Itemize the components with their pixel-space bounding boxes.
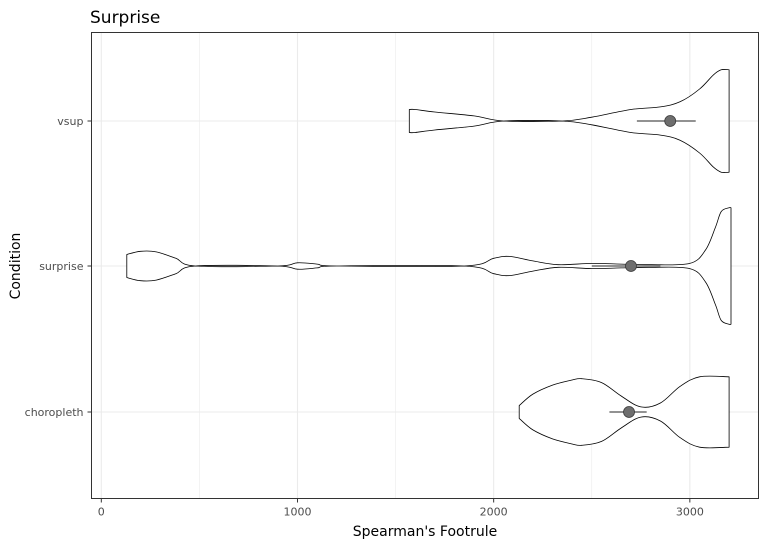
x-tick-label: 2000 bbox=[480, 506, 508, 519]
violins bbox=[126, 69, 732, 449]
y-tick-label: vsup bbox=[57, 115, 83, 128]
violin-vsup bbox=[408, 69, 730, 173]
point-estimate-surprise bbox=[625, 260, 637, 272]
x-tick-label: 1000 bbox=[283, 506, 311, 519]
x-axis-title: Spearman's Footrule bbox=[353, 524, 497, 540]
point-estimate-choropleth bbox=[623, 406, 635, 418]
y-axis-ticks: vsup surprise choropleth bbox=[25, 115, 92, 419]
point-estimate-vsup bbox=[664, 115, 677, 127]
chart-title: Surprise bbox=[90, 8, 160, 28]
y-tick-label: surprise bbox=[39, 260, 84, 273]
point-intervals bbox=[591, 115, 696, 418]
x-tick-label: 0 bbox=[98, 506, 105, 519]
x-tick-label: 3000 bbox=[676, 506, 704, 519]
violin-surprise bbox=[126, 207, 732, 325]
y-tick-label: choropleth bbox=[25, 406, 84, 419]
y-axis-title: Condition bbox=[8, 233, 24, 300]
plot-panel bbox=[91, 32, 759, 499]
x-axis-ticks: 0 1000 2000 3000 bbox=[98, 498, 704, 519]
